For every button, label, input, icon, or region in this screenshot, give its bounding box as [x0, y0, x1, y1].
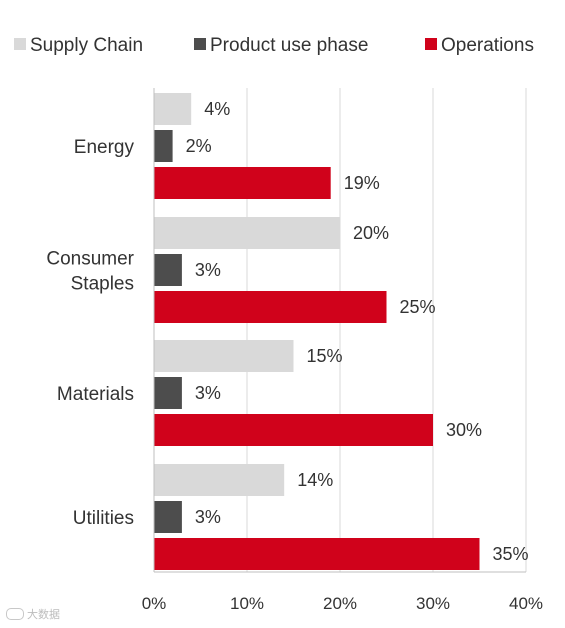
category-label-energy: Energy [74, 137, 135, 158]
bar-consumer-staples-operations [154, 291, 387, 323]
data-label: 3% [195, 507, 221, 527]
data-label: 2% [186, 136, 212, 156]
data-label: 15% [307, 346, 343, 366]
bar-materials-product-use-phase [154, 377, 182, 409]
legend: Supply Chain Product use phase Operations [14, 35, 534, 56]
bar-materials-operations [154, 414, 433, 446]
legend-label-operations: Operations [441, 35, 534, 56]
legend-label-product-use-phase: Product use phase [210, 35, 368, 56]
data-label: 3% [195, 260, 221, 280]
bar-utilities-operations [154, 538, 480, 570]
data-label: 4% [204, 99, 230, 119]
legend-swatch-supply-chain [14, 38, 26, 50]
bar-utilities-supply-chain [154, 464, 285, 496]
bar-energy-operations [154, 167, 331, 199]
x-tick-label: 20% [323, 594, 357, 613]
bar-utilities-product-use-phase [154, 501, 182, 533]
data-label: 35% [493, 544, 529, 564]
category-labels: Energy Consumer Staples Materials Utilities [46, 137, 134, 529]
legend-swatch-product-use-phase [194, 38, 206, 50]
bar-energy-product-use-phase [154, 130, 173, 162]
bars: 4% 2% 19% 20% 3% 25% 15% 3% 30% 14% 3% 35% [154, 93, 529, 570]
data-label: 3% [195, 383, 221, 403]
x-tick-label: 30% [416, 594, 450, 613]
bar-energy-supply-chain [154, 93, 192, 125]
watermark: 大数据 [6, 606, 60, 622]
x-tick-label: 40% [509, 594, 543, 613]
bar-consumer-staples-product-use-phase [154, 254, 182, 286]
legend-label-supply-chain: Supply Chain [30, 35, 143, 56]
bar-materials-supply-chain [154, 340, 294, 372]
category-label-materials: Materials [57, 384, 134, 405]
category-label-consumer-staples: Staples [71, 274, 134, 295]
category-label-utilities: Utilities [73, 508, 134, 529]
x-axis: 0% 10% 20% 30% 40% [142, 88, 543, 613]
data-label: 25% [400, 297, 436, 317]
x-tick-label: 10% [230, 594, 264, 613]
data-label: 19% [344, 173, 380, 193]
watermark-logo-icon [6, 608, 24, 620]
data-label: 30% [446, 420, 482, 440]
data-label: 14% [297, 470, 333, 490]
watermark-text: 大数据 [27, 608, 60, 621]
grid-lines [246, 88, 527, 572]
category-label-consumer-staples: Consumer [46, 249, 134, 270]
x-tick-label: 0% [142, 594, 167, 613]
bar-consumer-staples-supply-chain [154, 217, 340, 249]
legend-swatch-operations [425, 38, 437, 50]
data-label: 20% [353, 223, 389, 243]
